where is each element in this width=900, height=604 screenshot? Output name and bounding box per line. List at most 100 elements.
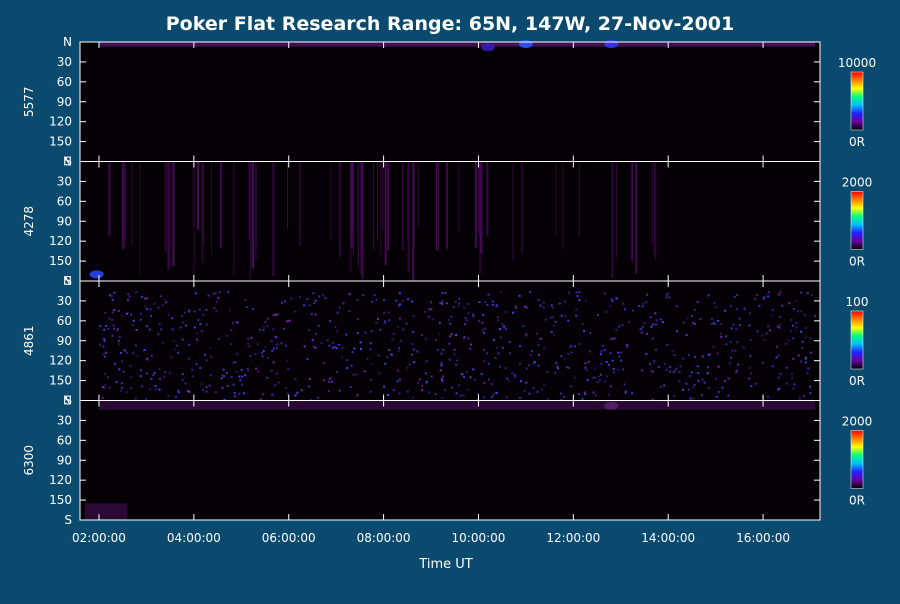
emission-speck [113, 362, 116, 365]
emission-speck [387, 311, 390, 314]
emission-speck [659, 386, 662, 389]
emission-speck [442, 375, 445, 378]
emission-speck [700, 394, 703, 397]
emission-speck [188, 390, 191, 393]
emission-speck [213, 307, 216, 310]
emission-speck [126, 311, 129, 314]
emission-speck [455, 363, 458, 366]
emission-speck [601, 344, 604, 347]
emission-speck [108, 386, 111, 389]
emission-speck [198, 308, 201, 311]
emission-speck [809, 351, 812, 354]
emission-speck [715, 306, 718, 309]
emission-speck [775, 356, 778, 359]
emission-speck [440, 377, 443, 380]
emission-speck [563, 358, 566, 361]
colorbar [850, 71, 864, 131]
emission-speck [625, 343, 628, 346]
emission-speck [754, 382, 757, 385]
emission-speck [299, 295, 302, 298]
emission-speck [130, 313, 133, 316]
emission-speck [439, 369, 442, 372]
emission-speck [157, 333, 160, 336]
emission-speck [392, 332, 395, 335]
emission-speck [355, 373, 358, 376]
emission-speck [732, 323, 735, 326]
emission-speck [341, 356, 344, 359]
emission-speck [513, 373, 516, 376]
emission-speck [383, 321, 386, 324]
panel-frame [79, 400, 821, 521]
emission-speck [569, 385, 572, 388]
emission-speck [584, 299, 587, 302]
emission-speck [455, 392, 458, 395]
panel-wavelength-label: 5577 [22, 86, 36, 117]
emission-speck [713, 302, 716, 305]
emission-speck [483, 331, 486, 334]
emission-speck [382, 299, 385, 302]
emission-speck [317, 396, 320, 399]
emission-speck [500, 336, 503, 339]
emission-speck [564, 315, 567, 318]
emission-speck [146, 356, 149, 359]
emission-speck [578, 343, 581, 346]
emission-speck [776, 345, 779, 348]
emission-speck [99, 343, 102, 346]
emission-speck [421, 389, 424, 392]
emission-speck [597, 314, 600, 317]
emission-speck [743, 307, 746, 310]
emission-speck [624, 391, 627, 394]
emission-speck [519, 380, 522, 383]
emission-speck [120, 351, 123, 354]
emission-speck [762, 361, 765, 364]
emission-speck [187, 310, 190, 313]
emission-speck [693, 322, 696, 325]
emission-stripe [635, 161, 638, 274]
emission-speck [525, 381, 528, 384]
emission-speck [411, 342, 414, 345]
emission-speck [804, 358, 807, 361]
emission-speck [306, 298, 309, 301]
emission-speck [645, 352, 648, 355]
emission-speck [765, 332, 768, 335]
emission-speck [345, 333, 348, 336]
emission-speck [396, 369, 399, 372]
emission-speck [692, 321, 695, 324]
emission-speck [675, 330, 678, 333]
x-tick-label: 04:00:00 [167, 531, 221, 545]
emission-speck [362, 294, 365, 297]
emission-speck [308, 329, 311, 332]
emission-speck [146, 358, 149, 361]
emission-speck [626, 345, 629, 348]
emission-speck [144, 297, 147, 300]
emission-speck [314, 313, 317, 316]
emission-speck [411, 300, 414, 303]
emission-speck [193, 310, 196, 313]
emission-speck [346, 367, 349, 370]
emission-speck [716, 352, 719, 355]
emission-speck [256, 343, 259, 346]
emission-speck [244, 299, 247, 302]
emission-speck [262, 329, 265, 332]
emission-speck [157, 306, 160, 309]
emission-speck [236, 352, 239, 355]
emission-speck [327, 390, 330, 393]
y-tick-label: 150 [49, 254, 72, 268]
emission-speck [729, 356, 732, 359]
emission-speck [441, 396, 444, 399]
emission-speck [804, 336, 807, 339]
emission-speck [800, 291, 803, 294]
emission-speck [490, 395, 493, 398]
emission-speck [177, 391, 180, 394]
emission-speck [159, 295, 162, 298]
emission-speck [593, 367, 596, 370]
emission-speck [154, 388, 157, 391]
emission-speck [537, 353, 540, 356]
emission-speck [443, 388, 446, 391]
emission-stripe [382, 161, 384, 231]
emission-speck [270, 369, 273, 372]
emission-speck [416, 350, 419, 353]
emission-speck [120, 386, 123, 389]
emission-speck [214, 391, 217, 394]
emission-speck [597, 375, 600, 378]
